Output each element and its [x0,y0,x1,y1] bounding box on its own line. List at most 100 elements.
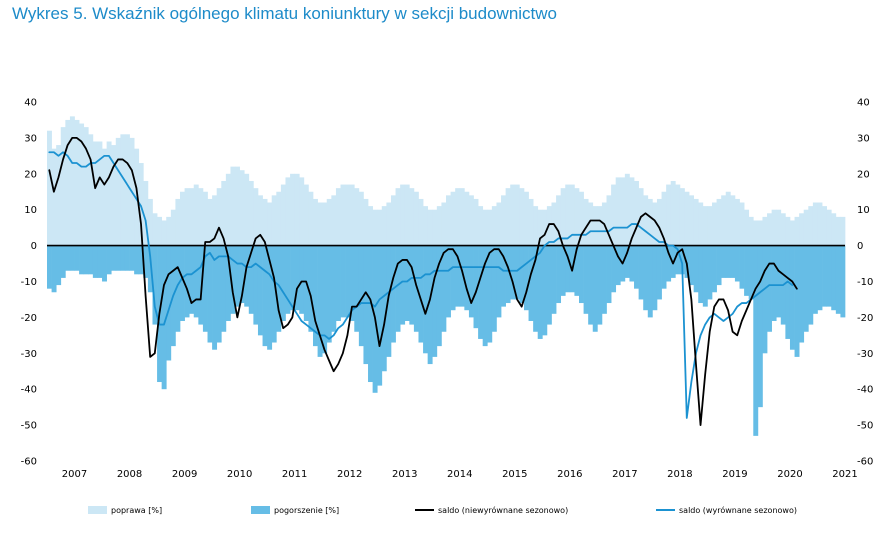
pogorszenie-bar [166,245,172,361]
pogorszenie-bar [803,245,809,332]
poprawa-bar [207,198,213,246]
poprawa-bar [716,198,722,246]
y-tick-label: 10 [857,205,870,216]
y-axis-left: 40 30 20 10 0 -10 -20 -30 -40 -50 -60 [21,98,37,468]
poprawa-bar [303,184,309,246]
pogorszenie-bar [826,245,832,307]
pogorszenie-bar [666,245,672,282]
poprawa-bar [262,198,268,246]
pogorszenie-bar [652,245,658,311]
poprawa-bar [152,213,158,246]
y-tick-label: -10 [21,277,37,288]
poprawa-bar [294,173,300,246]
poprawa-bar [299,177,305,246]
poprawa-bar [248,180,254,246]
poprawa-bar [372,209,378,246]
pogorszenie-bar [634,245,639,289]
poprawa-bar [390,195,396,246]
pogorszenie-bar [734,245,740,282]
pogorszenie-bar [835,245,841,314]
pogorszenie-bar [267,245,273,350]
pogorszenie-bar [345,245,351,318]
pogorszenie-bar [79,245,85,275]
pogorszenie-bar [244,245,250,307]
pogorszenie-bar [175,245,181,332]
x-tick-label: 2018 [667,469,692,480]
poprawa-bar [739,202,745,246]
pogorszenie-bar [381,245,387,372]
pogorszenie-bar [629,245,635,282]
pogorszenie-bar [207,245,213,343]
pogorszenie-bar [519,245,525,304]
pogorszenie-bar [478,245,484,339]
poprawa-bar [423,206,429,246]
poprawa-bar [579,191,584,246]
poprawa-bar [606,195,612,246]
pogorszenie-bar [588,245,594,325]
poprawa-bar [528,198,534,246]
pogorszenie-bar [482,245,488,347]
pogorszenie-bar [230,245,236,314]
poprawa-bar [702,206,708,246]
pogorszenie-bar [432,245,438,357]
pogorszenie-bar [51,245,57,293]
pogorszenie-bar [638,245,644,300]
pogorszenie-bar [455,245,461,307]
pogorszenie-bar [767,245,772,332]
pogorszenie-bar [124,245,130,271]
pogorszenie-bar [606,245,612,304]
poprawa-bar [537,209,543,246]
pogorszenie-bar [193,245,199,318]
y-tick-label: -50 [857,421,873,432]
y-tick-label: 40 [857,98,870,109]
poprawa-bar [482,209,488,246]
x-tick-label: 2008 [117,469,142,480]
pogorszenie-bar [184,245,190,318]
poprawa-bar [647,198,653,246]
pogorszenie-bar [744,245,750,296]
y-tick-label: -20 [857,313,873,324]
poprawa-bar [253,188,259,246]
poprawa-bar [331,195,337,246]
pogorszenie-bar [496,245,502,318]
poprawa-bar [721,195,727,246]
poprawa-bar [478,206,484,246]
poprawa-bar [92,141,98,246]
pogorszenie-bar [441,245,447,332]
poprawa-bar [395,188,401,246]
pogorszenie-bar [716,245,722,286]
pogorszenie-bar [556,245,562,304]
pogorszenie-bar [712,245,717,293]
pogorszenie-bar [601,245,607,314]
pogorszenie-bar [202,245,208,332]
poprawa-bar [780,213,786,246]
pogorszenie-bar [413,245,419,332]
legend-label-pogorszenie: pogorszenie [%] [274,506,339,515]
poprawa-bar [753,220,759,246]
y-tick-label: 30 [857,133,870,144]
pogorszenie-bar [487,245,493,343]
poprawa-bar [230,166,236,246]
poprawa-bar [225,173,231,246]
poprawa-bar [620,177,626,246]
pogorszenie-bar [221,245,227,332]
poprawa-bar [221,180,227,246]
pogorszenie-bar [239,245,245,304]
poprawa-bar [556,195,562,246]
y-tick-label: 40 [24,98,37,109]
pogorszenie-bar [546,245,552,325]
poprawa-bar [313,198,318,246]
pogorszenie-bar [579,245,584,304]
poprawa-bar [822,206,828,246]
x-tick-label: 2021 [832,469,857,480]
poprawa-bar [97,141,103,246]
poprawa-bar [418,198,424,246]
pogorszenie-bar [262,245,268,347]
poprawa-bar [588,202,594,246]
x-tick-label: 2015 [502,469,527,480]
poprawa-bar [707,206,713,246]
pogorszenie-bar [418,245,424,343]
poprawa-bar [189,188,195,246]
poprawa-bar [542,209,548,246]
